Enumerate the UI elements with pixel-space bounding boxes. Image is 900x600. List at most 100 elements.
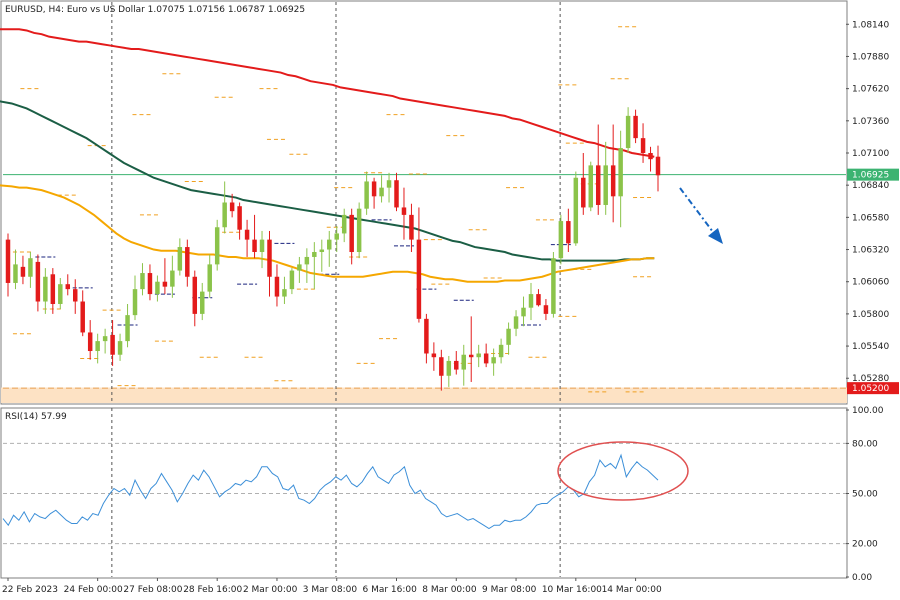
rsi-tick-label: 20.00 bbox=[852, 540, 878, 550]
candle-body bbox=[618, 148, 623, 197]
price-tick-label: 1.05540 bbox=[852, 342, 889, 352]
axes: 1.08140 1.07880 1.07620 1.07360 1.07100 1.068… bbox=[2, 20, 899, 595]
rsi-tick-label: 80.00 bbox=[852, 439, 878, 449]
rsi-line bbox=[2, 453, 659, 530]
candle-body bbox=[483, 353, 489, 364]
down-arrow-head bbox=[708, 228, 723, 244]
candle-body bbox=[416, 239, 422, 319]
rsi-tick-label: 0.00 bbox=[852, 573, 872, 583]
support-label-box bbox=[847, 382, 899, 395]
candle-body bbox=[274, 276, 280, 297]
candle-body bbox=[110, 334, 115, 355]
candle-body bbox=[446, 360, 452, 376]
price-tick-label: 1.06320 bbox=[852, 246, 889, 256]
candle-body bbox=[558, 221, 564, 259]
candle-body bbox=[207, 264, 212, 292]
rsi-tick-label: 100.00 bbox=[852, 406, 884, 416]
support-label: 1.05200 bbox=[852, 384, 889, 394]
candle-body bbox=[132, 289, 138, 316]
price-panel[interactable] bbox=[0, 0, 848, 405]
candle-body bbox=[244, 229, 250, 240]
candle-body bbox=[155, 281, 160, 295]
rsi-line-layer bbox=[2, 453, 659, 530]
candle-body bbox=[528, 294, 534, 308]
time-tick-label: 22 Feb 2023 bbox=[2, 585, 58, 595]
price-tick-label: 1.07100 bbox=[852, 149, 889, 159]
candle-body bbox=[65, 284, 71, 290]
candle-body bbox=[573, 177, 579, 244]
price-tick-label: 1.06060 bbox=[852, 278, 889, 288]
candle-body bbox=[491, 357, 496, 364]
support-zone bbox=[1, 387, 847, 403]
candle-body bbox=[506, 328, 511, 345]
price-tick-label: 1.06580 bbox=[852, 213, 889, 223]
candle-body bbox=[252, 239, 257, 253]
candle-body bbox=[566, 221, 571, 244]
time-tick-label: 27 Feb 08:00 bbox=[123, 585, 182, 595]
candle-body bbox=[327, 239, 332, 250]
price-tick-label: 1.06840 bbox=[852, 181, 889, 191]
time-tick-label: 9 Mar 08:00 bbox=[482, 585, 537, 595]
candle-body bbox=[543, 305, 549, 314]
time-tick-label: 28 Feb 16:00 bbox=[183, 585, 242, 595]
candle-body bbox=[364, 181, 369, 209]
candle-body bbox=[259, 239, 265, 253]
ma-long-line bbox=[0, 28, 655, 158]
candle-body bbox=[304, 256, 310, 265]
candle-body bbox=[356, 208, 362, 253]
rsi-highlight-ellipse bbox=[557, 441, 689, 501]
candle-body bbox=[468, 354, 474, 358]
candle-body bbox=[35, 261, 41, 302]
candle-body bbox=[140, 273, 145, 290]
candle-body bbox=[401, 207, 407, 215]
candle-body bbox=[640, 138, 646, 153]
candle-body bbox=[386, 180, 392, 188]
time-tick-label: 2 Mar 00:00 bbox=[243, 585, 298, 595]
candle-body bbox=[80, 301, 85, 333]
candle-body bbox=[341, 214, 347, 234]
annotations bbox=[557, 187, 723, 501]
candle-body bbox=[603, 165, 608, 205]
time-tick-label: 10 Mar 16:00 bbox=[542, 585, 602, 595]
price-tick-label: 1.07360 bbox=[852, 117, 889, 127]
candle-body bbox=[237, 206, 242, 230]
candle-body bbox=[461, 354, 466, 370]
candle-body bbox=[200, 291, 205, 314]
candle-body bbox=[289, 270, 295, 290]
candle-body bbox=[95, 341, 100, 352]
time-tick-label: 24 Feb 00:00 bbox=[64, 585, 123, 595]
candle-body bbox=[498, 344, 504, 358]
candle-body bbox=[625, 115, 631, 149]
candle-body bbox=[50, 274, 56, 304]
candle-body bbox=[394, 180, 399, 208]
candle-body bbox=[170, 270, 175, 287]
candle-body bbox=[431, 353, 437, 358]
grid-layer bbox=[3, 2, 846, 577]
candle-body bbox=[319, 249, 325, 253]
candle-body bbox=[28, 258, 33, 277]
candle-body bbox=[185, 247, 190, 277]
candle-body bbox=[102, 336, 108, 342]
candle-body bbox=[454, 360, 459, 370]
price-tick-label: 1.05280 bbox=[852, 374, 889, 384]
candle-body bbox=[147, 273, 153, 295]
price-tick-label: 1.07880 bbox=[852, 52, 889, 62]
candle-body bbox=[371, 181, 377, 197]
down-arrow-line bbox=[679, 187, 717, 237]
candle-body bbox=[595, 165, 601, 205]
candle-body bbox=[424, 318, 429, 354]
time-tick-label: 14 Mar 00:00 bbox=[602, 585, 662, 595]
level-markers bbox=[12, 26, 654, 393]
candle-body bbox=[13, 264, 18, 283]
candle-body bbox=[20, 266, 26, 277]
candle-body bbox=[282, 289, 287, 297]
candle-body bbox=[439, 357, 444, 376]
candle-body bbox=[177, 247, 183, 271]
candle-body bbox=[162, 281, 168, 287]
candle-body bbox=[379, 187, 384, 197]
candle-body bbox=[551, 258, 556, 314]
candle-body bbox=[192, 276, 198, 314]
symbol-header: EURUSD, H4: Euro vs US Dollar 1.07075 1.… bbox=[5, 5, 305, 15]
current-price-label: 1.06925 bbox=[852, 171, 889, 181]
